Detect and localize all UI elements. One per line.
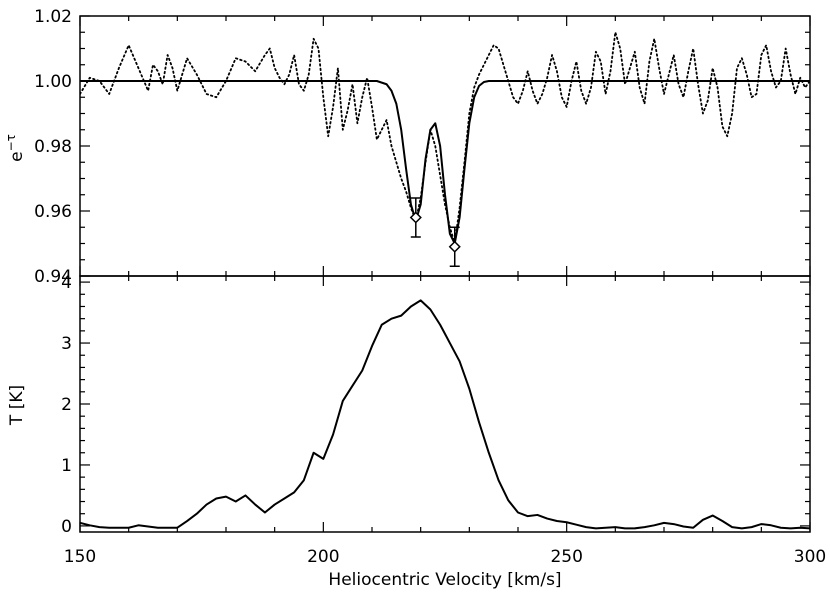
top-series-fit-solid	[80, 80, 810, 245]
x-axis-label: Heliocentric Velocity [km/s]	[328, 570, 561, 590]
top-y-tick-label: 1.00	[34, 72, 72, 92]
top-error-point-2	[448, 226, 461, 267]
bottom-y-axis-label: T [K]	[7, 385, 27, 426]
top-y-axis-label-sup: −τ	[4, 134, 18, 151]
top-y-tick-label: 0.96	[34, 202, 72, 222]
bottom-y-tick-label: 3	[61, 334, 72, 354]
x-tick-label: 250	[550, 547, 582, 567]
top-y-tick-label: 0.94	[34, 267, 72, 287]
top-y-axis-label: e−τ	[4, 134, 27, 162]
top-error-point-1	[409, 197, 422, 238]
bottom-y-tick-label: 4	[61, 273, 72, 293]
bottom-y-tick-label: 0	[61, 517, 72, 537]
bottom-series-temperature	[80, 299, 810, 530]
top-y-tick-label: 0.98	[34, 137, 72, 157]
bottom-panel-brightness-temperature: 150 200 250 300 0 1 2 3 4 T [K] Heliocentric Vel…	[7, 273, 826, 590]
top-ticks: 0.94 0.96 0.98 1.00 1.02	[34, 7, 811, 287]
x-tick-label: 200	[307, 547, 339, 567]
top-y-tick-label: 1.02	[34, 7, 72, 27]
bottom-y-tick-label: 1	[61, 456, 72, 476]
x-tick-label: 300	[794, 547, 826, 567]
top-y-axis-label-base: e	[7, 151, 27, 161]
top-series-observed-dotted	[80, 31, 810, 245]
bottom-ticks: 150 200 250 300 0 1 2 3 4	[61, 273, 826, 567]
bottom-plot-area	[80, 299, 810, 530]
top-plot-area	[80, 31, 810, 267]
x-tick-label: 150	[64, 547, 96, 567]
bottom-y-tick-label: 2	[61, 395, 72, 415]
